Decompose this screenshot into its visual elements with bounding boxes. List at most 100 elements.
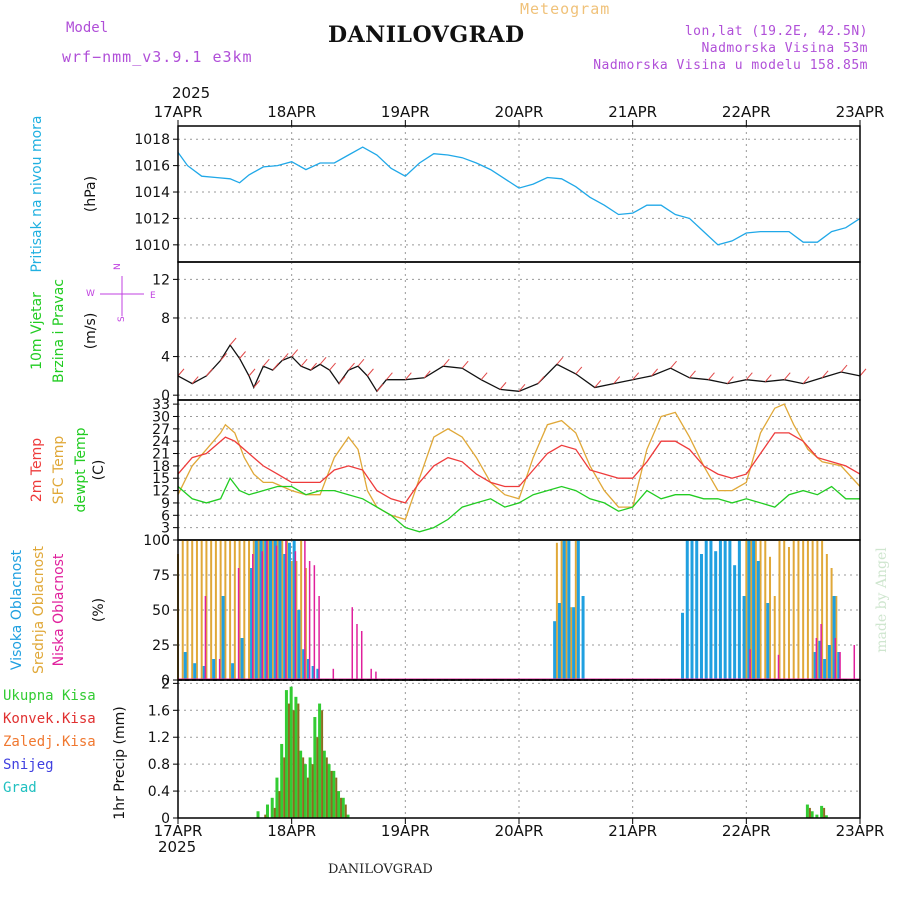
total-precip-bar <box>308 757 312 818</box>
conv-precip-bar <box>273 807 276 818</box>
high-cloud-bar <box>699 554 703 680</box>
low-cloud-bar <box>360 631 363 680</box>
wind-gust-mark <box>745 372 753 381</box>
wind-gust-mark <box>613 376 621 384</box>
wind-gust-mark <box>348 362 355 371</box>
high-cloud-bar <box>287 542 291 680</box>
time-label-bottom: 21APR <box>608 822 657 840</box>
conv-precip-bar <box>330 770 333 818</box>
y-tick-label: 12 <box>152 484 170 500</box>
wind-axis-label: Brzina i Pravac <box>51 279 67 383</box>
wind-gust-mark <box>708 372 715 381</box>
mid-cloud-bar <box>271 540 274 680</box>
high-cloud-bar <box>681 612 685 680</box>
high-cloud-bar <box>685 540 689 680</box>
wind-gust-mark <box>442 358 450 367</box>
y-tick-label: 1.2 <box>148 730 170 746</box>
mid-cloud-bar <box>238 540 241 680</box>
high-cloud-bar <box>723 540 727 680</box>
wind-gust-mark <box>783 372 791 381</box>
low-cloud-bar <box>304 540 306 680</box>
low-cloud-bar <box>218 659 221 680</box>
mid-cloud-bar <box>252 540 255 680</box>
total-precip-bar <box>815 814 819 818</box>
time-label-top: 23APR <box>836 103 885 121</box>
high-cloud-bar <box>311 666 315 680</box>
mid-cloud-bar <box>195 540 198 680</box>
mid-cloud-bar <box>835 596 838 680</box>
conv-precip-bar <box>306 777 309 818</box>
wind-gust-mark <box>764 374 772 382</box>
mid-cloud-bar <box>816 540 819 680</box>
conv-precip-bar <box>316 737 319 818</box>
mid-cloud-bar <box>560 540 563 680</box>
mid-cloud-bar <box>210 540 213 680</box>
mid-cloud-bar <box>295 561 298 680</box>
temperature-unit-label: (C) <box>91 460 107 481</box>
mid-cloud-bar <box>281 540 284 680</box>
mid-cloud-bar <box>181 540 184 680</box>
high-cloud-bar <box>183 652 187 680</box>
wind-gust-mark <box>229 337 237 346</box>
y-tick-label: 6 <box>161 508 170 524</box>
wind-gust-mark <box>821 370 829 379</box>
mid-cloud-bar <box>304 568 307 680</box>
high-cloud-bar <box>254 540 258 680</box>
temperature-series-2m-Temp <box>177 432 861 504</box>
year-top: 2025 <box>172 84 211 102</box>
total-precip-bar <box>270 797 274 818</box>
total-precip-bar <box>820 805 824 818</box>
wind-panel <box>100 261 867 401</box>
total-precip-bar <box>284 690 288 818</box>
y-tick-label: 8 <box>161 311 170 327</box>
wind-gust-mark <box>253 380 261 388</box>
low-cloud-bar <box>820 624 822 680</box>
high-cloud-bar <box>709 540 713 680</box>
y-tick-label: 33 <box>152 397 170 413</box>
wind-gust-mark <box>300 358 308 367</box>
y-tick-label: 0 <box>161 811 170 827</box>
y-tick-label: 75 <box>152 568 170 584</box>
high-cloud-bar <box>250 568 254 680</box>
high-cloud-bar <box>714 551 718 680</box>
low-cloud-bar <box>815 638 818 680</box>
temperature-axis-label: dewpt Temp <box>73 427 89 512</box>
wind-gust-mark <box>310 362 317 371</box>
model-elevation-label: Nadmorska Visina u modelu 158.85m <box>593 58 868 73</box>
chart-kind: Meteogram <box>520 0 611 18</box>
low-cloud-bar <box>375 671 377 680</box>
pressure-series-pressure <box>177 146 861 246</box>
wind-gust-mark <box>689 370 696 379</box>
mid-cloud-bar <box>300 540 303 680</box>
wind-gust-mark <box>651 368 658 377</box>
high-cloud-bar <box>718 540 722 680</box>
high-cloud-bar <box>259 540 263 680</box>
wind-gust-mark <box>376 383 384 392</box>
y-tick-label: 1016 <box>134 159 170 175</box>
wind-gust-mark <box>386 372 393 381</box>
high-cloud-bar <box>292 540 296 680</box>
mid-cloud-bar <box>570 607 573 680</box>
y-tick-label: 0 <box>161 673 170 689</box>
wind-unit-label: (m/s) <box>83 313 99 350</box>
high-cloud-bar <box>818 640 822 680</box>
high-cloud-bar <box>728 540 732 680</box>
total-precip-bar <box>280 743 284 818</box>
wind-gust-mark <box>802 376 810 384</box>
mid-cloud-bar <box>797 540 800 680</box>
high-cloud-bar <box>704 540 708 680</box>
low-cloud-bar <box>749 649 751 680</box>
wind-gust-mark <box>859 368 867 377</box>
high-cloud-bar <box>813 652 817 680</box>
wind-gust-mark <box>206 368 213 377</box>
low-cloud-bar <box>237 568 240 680</box>
wind-frame <box>177 261 861 401</box>
low-cloud-bar <box>313 565 316 680</box>
mid-cloud-bar <box>219 540 222 680</box>
mid-cloud-bar <box>276 540 279 680</box>
watermark-text: made by Angel <box>874 547 890 653</box>
wind-series-wind_speed <box>177 343 861 393</box>
wind-gust-mark <box>177 368 185 377</box>
high-cloud-bar <box>557 603 561 680</box>
compass-east: E <box>150 291 156 301</box>
